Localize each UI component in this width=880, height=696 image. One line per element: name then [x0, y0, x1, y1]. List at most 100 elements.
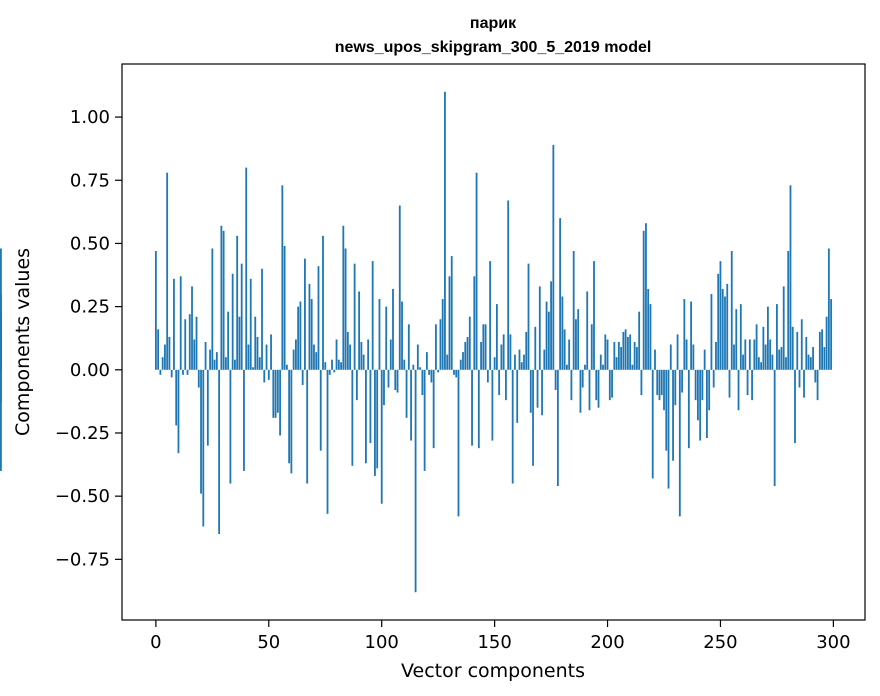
bar: [647, 288, 650, 370]
bar: [516, 369, 519, 423]
bar: [238, 316, 241, 370]
bar: [430, 369, 433, 383]
bar: [658, 369, 661, 401]
bar: [353, 263, 356, 370]
bar: [572, 251, 575, 370]
chart-title-line-2: news_upos_skipgram_300_5_2019 model: [335, 39, 652, 56]
bar: [407, 324, 410, 370]
bar: [276, 369, 279, 413]
bar: [464, 342, 467, 370]
bar: [744, 339, 747, 370]
bar: [561, 296, 564, 370]
bar: [830, 299, 833, 370]
bar: [615, 357, 618, 370]
bar: [629, 334, 632, 370]
bar: [584, 364, 586, 370]
bar: [197, 369, 200, 388]
bar: [794, 369, 796, 444]
bar: [170, 369, 173, 378]
bar: [602, 364, 604, 370]
bar: [261, 268, 263, 370]
bar: [719, 261, 722, 370]
bar: [179, 276, 182, 370]
bar: [534, 326, 537, 370]
bar: [590, 324, 593, 370]
bar: [274, 369, 277, 418]
bar: [809, 357, 812, 370]
bar: [446, 354, 449, 370]
bar: [204, 342, 207, 370]
bar: [649, 304, 652, 370]
bar: [468, 316, 471, 370]
bar: [565, 364, 568, 370]
bar: [159, 369, 162, 375]
bar: [742, 354, 744, 370]
bar: [780, 347, 783, 370]
bar: [543, 349, 546, 370]
bar: [805, 336, 808, 370]
bar: [360, 342, 363, 370]
bar: [737, 369, 740, 411]
y-tick-label: 0.00: [70, 360, 110, 381]
bar: [310, 299, 313, 370]
bar: [270, 334, 272, 370]
bar: [638, 311, 641, 370]
x-axis-ticks: 0 50 100 150 200 250 300: [150, 620, 851, 653]
bar: [161, 357, 164, 370]
bar: [642, 230, 645, 370]
bar: [288, 369, 291, 464]
bar: [459, 359, 462, 370]
plot-frame: [121, 63, 866, 621]
bar: [448, 276, 451, 370]
bar: [575, 319, 577, 370]
bar: [541, 369, 543, 416]
bar: [256, 336, 259, 370]
bar: [462, 352, 464, 370]
bar: [294, 339, 297, 370]
bar: [486, 369, 489, 383]
bar: [665, 369, 668, 451]
bar: [351, 369, 354, 466]
bar: [322, 235, 324, 370]
bar: [764, 344, 767, 370]
chart-title-line-1: парик: [470, 15, 517, 32]
bar: [344, 248, 347, 370]
bar: [500, 344, 503, 370]
bar: [812, 347, 814, 370]
bar: [782, 286, 785, 370]
bar: [739, 304, 742, 370]
bar: [389, 339, 392, 370]
x-tick-label: 150: [477, 632, 511, 653]
bar: [245, 167, 248, 370]
bar: [258, 357, 261, 370]
bar: [818, 331, 821, 370]
bar: [385, 306, 388, 370]
bar: [450, 256, 453, 370]
bar: [568, 339, 571, 370]
bar: [807, 354, 810, 370]
bar: [660, 369, 663, 396]
bar: [369, 369, 372, 444]
bar: [292, 349, 295, 370]
bar: [290, 369, 293, 474]
bar: [827, 248, 830, 370]
bar: [222, 230, 225, 370]
bar: [362, 354, 365, 370]
bar: [823, 347, 826, 370]
bar: [538, 286, 541, 370]
bar: [766, 306, 769, 370]
bar: [495, 304, 498, 370]
bar: [814, 369, 817, 383]
bar: [687, 369, 690, 449]
bar: [405, 369, 408, 418]
bar: [617, 342, 620, 370]
bar: [419, 367, 422, 370]
bar: [654, 349, 656, 370]
bar: [191, 286, 193, 370]
bar: [206, 369, 209, 446]
bar: [398, 205, 401, 370]
bar: [471, 369, 473, 446]
bar: [263, 369, 266, 383]
bar: [800, 319, 803, 370]
bar: [349, 344, 351, 370]
